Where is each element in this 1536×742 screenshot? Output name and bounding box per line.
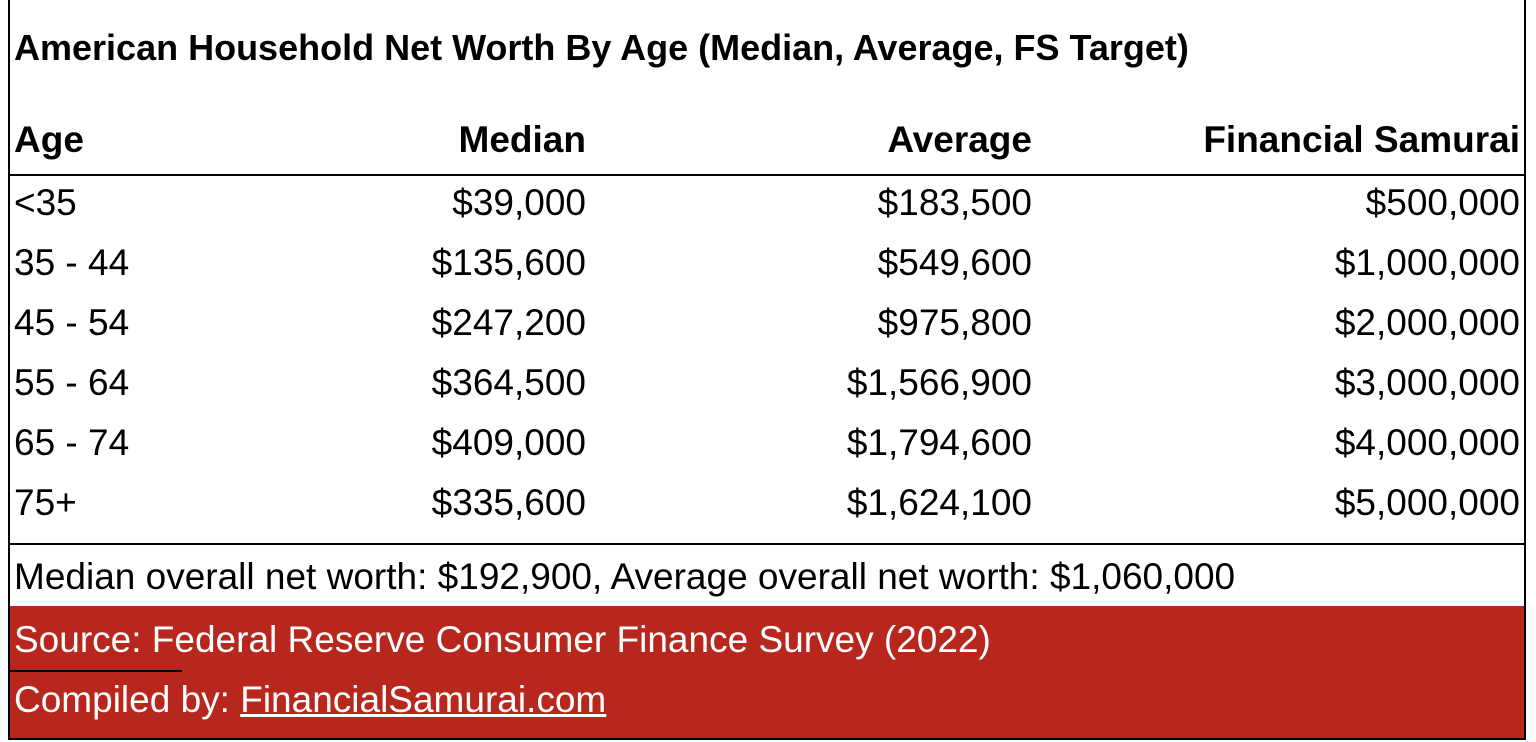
cell-value: $409,000	[431, 422, 586, 463]
body-rule	[10, 543, 1524, 545]
source-band: Source: Federal Reserve Consumer Finance…	[10, 606, 1524, 738]
column-header: Median	[458, 119, 586, 160]
row-label: <35	[14, 182, 77, 223]
column-header: Average	[887, 119, 1032, 160]
table-frame: American Household Net Worth By Age (Med…	[8, 0, 1526, 740]
site-link[interactable]: FinancialSamurai.com	[240, 679, 607, 720]
cell-value: $5,000,000	[1334, 482, 1520, 523]
cell-value: $975,800	[877, 302, 1032, 343]
cell-value: $1,000,000	[1334, 242, 1520, 283]
cell-value: $1,794,600	[846, 422, 1032, 463]
row-label: 45 - 54	[14, 302, 130, 343]
row-label: 65 - 74	[14, 422, 130, 463]
cell-value: $1,624,100	[846, 482, 1032, 523]
cell-value: $183,500	[877, 182, 1032, 223]
compiled-label: Compiled by:	[14, 679, 230, 720]
row-label: 35 - 44	[14, 242, 130, 283]
row-label: 75+	[14, 482, 77, 523]
cell-value: $4,000,000	[1334, 422, 1520, 463]
cell-value: $2,000,000	[1334, 302, 1520, 343]
divider	[10, 670, 182, 672]
column-header: Age	[14, 119, 84, 160]
cell-value: $135,600	[431, 242, 586, 283]
column-header: Financial Samurai	[1203, 119, 1520, 160]
cell-value: $39,000	[452, 182, 586, 223]
table-title: American Household Net Worth By Age (Med…	[14, 27, 1189, 68]
summary: Median overall net worth: $192,900, Aver…	[14, 556, 1236, 597]
cell-value: $247,200	[431, 302, 586, 343]
cell-value: $3,000,000	[1334, 362, 1520, 403]
header-rule	[10, 174, 1524, 176]
source: Source: Federal Reserve Consumer Finance…	[14, 619, 991, 660]
cell-value: $1,566,900	[846, 362, 1032, 403]
row-label: 55 - 64	[14, 362, 130, 403]
cell-value: $549,600	[877, 242, 1032, 283]
cell-value: $335,600	[431, 482, 586, 523]
cell-value: $500,000	[1365, 182, 1520, 223]
cell-value: $364,500	[431, 362, 586, 403]
compiled-by: Compiled by: FinancialSamurai.com	[14, 678, 606, 722]
